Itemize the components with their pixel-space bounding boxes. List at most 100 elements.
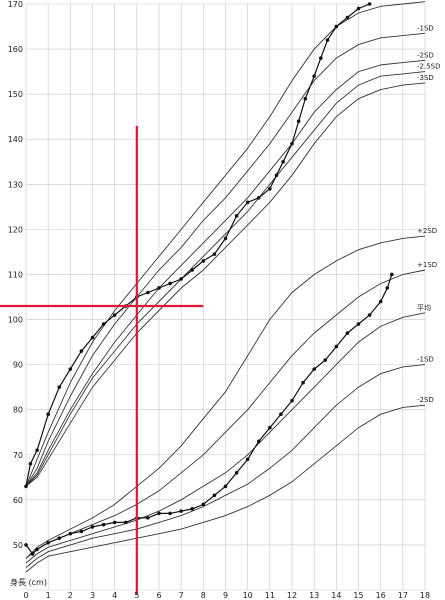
patient-height-point bbox=[290, 141, 294, 146]
patient-weight-point bbox=[268, 425, 272, 430]
patient-weight-point bbox=[389, 272, 394, 277]
y-axis-ticks: 50 60 70 80 90 100 110 120 130 140 150 160 170 bbox=[8, 0, 23, 550]
height-sd-curve-label: -2.5SD bbox=[417, 63, 441, 71]
patient-height-point bbox=[268, 187, 272, 191]
y-axis-label: 身長 (cm) bbox=[10, 577, 47, 587]
x-tick-label: 16 bbox=[376, 591, 386, 600]
x-tick-label: 9 bbox=[223, 591, 228, 600]
patient-weight-point bbox=[68, 531, 73, 536]
x-tick-label: 15 bbox=[353, 591, 363, 600]
patient-height-point bbox=[68, 367, 73, 371]
patient-weight-point bbox=[256, 439, 261, 444]
x-tick-label: 3 bbox=[90, 591, 95, 600]
patient-weight-point bbox=[201, 502, 206, 507]
patient-weight-point bbox=[212, 493, 217, 498]
patient-height-point bbox=[101, 322, 106, 326]
height-sd-curve-label: -1SD bbox=[417, 24, 434, 32]
patient-weight-point bbox=[123, 520, 128, 525]
patient-weight-line bbox=[25, 274, 393, 555]
patient-series bbox=[24, 2, 394, 556]
patient-weight-point bbox=[345, 331, 350, 335]
x-tick-label: 18 bbox=[420, 591, 430, 600]
patient-height-point bbox=[274, 173, 279, 178]
weight-sd-curve bbox=[25, 235, 426, 559]
x-tick-label: 11 bbox=[265, 591, 275, 600]
weight-sd-curve-label: -2SD bbox=[417, 396, 434, 404]
patient-weight-point bbox=[290, 398, 294, 403]
patient-height-point bbox=[281, 159, 285, 164]
reference-curves bbox=[25, 1, 426, 573]
patient-weight-point bbox=[46, 540, 50, 545]
patient-height-point bbox=[256, 196, 261, 200]
weight-sd-curve-label: 平均 bbox=[417, 303, 431, 312]
x-tick-label: 4 bbox=[112, 591, 117, 600]
patient-height-point bbox=[179, 277, 183, 281]
patient-height-point bbox=[312, 74, 316, 78]
patient-height-point bbox=[334, 24, 339, 29]
y-tick-label: 80 bbox=[13, 406, 23, 415]
x-tick-label: 12 bbox=[287, 591, 297, 600]
x-tick-label: 17 bbox=[398, 591, 408, 600]
patient-height-point bbox=[190, 268, 195, 272]
patient-weight-point bbox=[168, 511, 172, 516]
patient-height-point bbox=[35, 448, 39, 453]
patient-weight-point bbox=[385, 286, 390, 290]
patient-weight-point bbox=[223, 484, 228, 489]
patient-weight-point bbox=[90, 525, 95, 529]
patient-weight-point bbox=[179, 509, 183, 513]
weight-sd-curve bbox=[25, 312, 426, 564]
y-tick-label: 170 bbox=[8, 0, 23, 9]
patient-weight-point bbox=[157, 511, 161, 516]
patient-weight-point bbox=[30, 552, 35, 556]
x-tick-label: 10 bbox=[243, 591, 253, 600]
x-tick-label: 5 bbox=[134, 591, 139, 600]
y-tick-label: 130 bbox=[8, 180, 23, 189]
patient-weight-point bbox=[79, 529, 84, 534]
patient-height-point bbox=[325, 38, 330, 42]
height-sd-curve bbox=[25, 82, 426, 487]
weight-sd-curve bbox=[25, 364, 426, 568]
patient-weight-point bbox=[112, 520, 117, 525]
patient-height-point bbox=[201, 259, 206, 263]
patient-height-point bbox=[79, 349, 84, 353]
y-tick-label: 50 bbox=[13, 541, 23, 550]
patient-weight-point bbox=[356, 322, 361, 326]
height-sd-curve bbox=[25, 32, 426, 487]
y-tick-label: 100 bbox=[8, 316, 23, 325]
height-sd-curve-label: 平均 bbox=[417, 0, 431, 1]
x-axis-ticks: 0 1 2 3 4 5 6 7 8 9 10 11 12 13 14 15 16 17 18 bbox=[23, 591, 430, 600]
patient-height-point bbox=[367, 2, 372, 6]
curve-labels: 平均 -1SD -2SD -2.5SD -3SD +2SD +1SD 平均 -1SD -2SD bbox=[417, 0, 441, 404]
height-sd-curve bbox=[25, 1, 426, 487]
patient-height-point bbox=[146, 290, 150, 295]
y-tick-label: 90 bbox=[13, 361, 23, 370]
height-sd-curve bbox=[25, 59, 426, 487]
patient-height-point bbox=[157, 286, 161, 290]
patient-height-point bbox=[234, 214, 239, 218]
x-tick-label: 6 bbox=[156, 591, 161, 600]
patient-weight-point bbox=[367, 313, 372, 317]
patient-height-point bbox=[112, 313, 117, 317]
x-tick-label: 1 bbox=[46, 591, 51, 600]
y-tick-label: 70 bbox=[13, 451, 23, 460]
patient-height-point bbox=[303, 96, 308, 101]
patient-weight-point bbox=[279, 412, 283, 417]
x-tick-label: 8 bbox=[201, 591, 206, 600]
patient-weight-point bbox=[312, 367, 316, 371]
patient-weight-point bbox=[101, 522, 106, 527]
x-tick-label: 7 bbox=[179, 591, 184, 600]
x-tick-label: 0 bbox=[23, 591, 28, 600]
patient-height-point bbox=[296, 119, 301, 123]
y-tick-label: 160 bbox=[8, 45, 23, 54]
grid bbox=[25, 3, 426, 591]
patient-height-point bbox=[57, 385, 62, 389]
patient-height-point bbox=[356, 6, 361, 11]
height-sd-curve-label: -3SD bbox=[417, 74, 434, 82]
patient-weight-point bbox=[146, 516, 150, 520]
patient-height-point bbox=[319, 56, 323, 60]
x-tick-label: 13 bbox=[309, 591, 319, 600]
weight-sd-curve-label: -1SD bbox=[417, 356, 434, 364]
patient-weight-point bbox=[301, 380, 305, 385]
patient-height-point bbox=[90, 335, 95, 340]
